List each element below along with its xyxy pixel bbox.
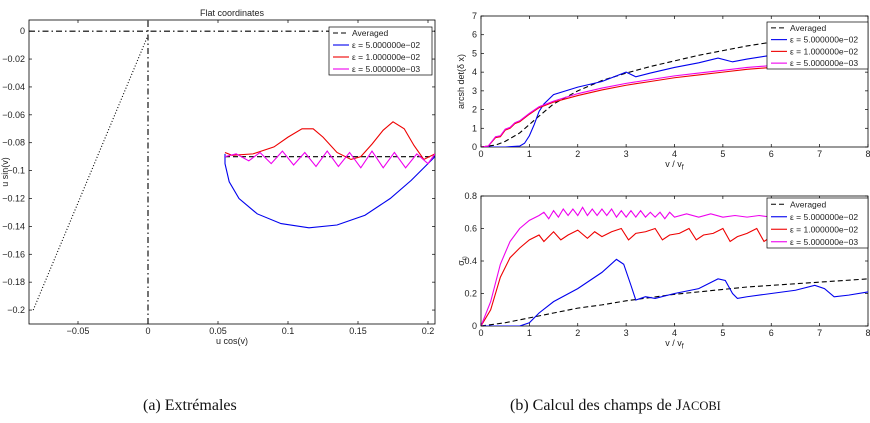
sigma-ylabel: σn <box>456 256 469 266</box>
sigma-xtick-label: 1 <box>527 328 532 338</box>
arcsh-xlabel: v / vf <box>665 159 684 172</box>
arcsh-xtick-label: 3 <box>624 149 629 159</box>
sigma-xtick-label: 2 <box>575 328 580 338</box>
caption-b-prefix: (b) Calcul des champs de J <box>510 397 682 414</box>
sigma-xtick-label: 4 <box>672 328 677 338</box>
sigma-ytick-label: 0.6 <box>464 224 477 234</box>
sigma-ytick-label: 0 <box>472 321 477 331</box>
extremales-ytick-label: 0 <box>20 26 25 36</box>
chart-sigma: 0 1 2 3 4 5 6 7 8 0 0.2 0.4 0.6 0.8 v / vf σn Averaged ε … <box>456 191 870 351</box>
extremales-xtick-label: 0.1 <box>282 326 295 336</box>
arcsh-ytick-label: 4 <box>472 67 477 77</box>
sigma-legend-label: Averaged <box>790 199 827 209</box>
arcsh-xtick-label: 0 <box>478 149 483 159</box>
arcsh-legend: Averaged ε = 5.000000e−02ε = 1.000000e−02… <box>766 21 869 70</box>
extremales-ytick-label: −0.1 <box>7 166 25 176</box>
extremales-series-1 <box>224 153 435 229</box>
extremales-xtick-label: 0.15 <box>349 326 367 336</box>
arcsh-legend-label: ε = 1.000000e−02 <box>790 46 858 56</box>
arcsh-ytick-label: 1 <box>472 123 477 133</box>
arcsh-xtick-label: 8 <box>865 149 870 159</box>
sigma-legend-label: ε = 1.000000e−02 <box>790 224 858 234</box>
arcsh-xtick-label: 1 <box>527 149 532 159</box>
extremales-ytick-label: −0.2 <box>7 305 25 315</box>
extremales-ytick-label: −0.16 <box>2 249 25 259</box>
extremales-ytick-label: −0.18 <box>2 277 25 287</box>
sigma-series-1 <box>481 258 868 326</box>
extremales-legend-label: Averaged <box>352 28 389 38</box>
arcsh-legend-label: ε = 5.000000e−02 <box>790 35 858 45</box>
extremales-series-3 <box>224 150 435 169</box>
sigma-legend: Averaged ε = 5.000000e−02 ε = 1.000000e−02… <box>766 197 869 249</box>
sigma-ytick-label: 0.4 <box>464 256 477 266</box>
arcsh-xtick-label: 6 <box>769 149 774 159</box>
extremales-series-2 <box>224 121 435 161</box>
sigma-xtick-label: 6 <box>769 328 774 338</box>
extremales-title: Flat coordinates <box>200 8 265 18</box>
arcsh-ytick-label: 0 <box>472 142 477 152</box>
sigma-ytick-label: 0.8 <box>464 191 477 201</box>
extremales-ytick-label: −0.02 <box>2 54 25 64</box>
arcsh-series-0 <box>481 29 868 147</box>
arcsh-ytick-label: 6 <box>472 30 477 40</box>
arcsh-ylabel: arcsh det(δ x) <box>456 54 466 109</box>
extremales-legend-label: ε = 5.000000e−03 <box>352 64 420 74</box>
arcsh-xtick-label: 7 <box>817 149 822 159</box>
sigma-xlabel: v / vf <box>665 338 684 351</box>
arcsh-xtick-label: 4 <box>672 149 677 159</box>
arcsh-xtick-label: 5 <box>720 149 725 159</box>
caption-b: (b) Calcul des champs de JACOBI <box>510 397 721 414</box>
extremales-xtick-label: 0.05 <box>209 326 227 336</box>
arcsh-ytick-label: 3 <box>472 86 477 96</box>
sigma-xtick-label: 0 <box>478 328 483 338</box>
chart-extremales: −0.05 0 0.05 0.1 0.15 0.2 0 −0.02 −0.04 −0.06 −0.0… <box>0 8 436 346</box>
extremales-ytick-label: −0.08 <box>2 138 25 148</box>
arcsh-xtick-label: 2 <box>575 149 580 159</box>
sigma-ytick-label: 0.2 <box>464 289 477 299</box>
arcsh-legend-label: Averaged <box>790 23 827 33</box>
arcsh-legend-box <box>766 21 869 70</box>
sigma-legend-box <box>766 197 869 249</box>
extremales-ytick-label: −0.06 <box>2 110 25 120</box>
extremales-legend: Averaged ε = 5.000000e−02 ε = 1.000000e−02… <box>328 26 433 76</box>
sigma-series-0 <box>481 278 868 326</box>
sigma-xtick-label: 7 <box>817 328 822 338</box>
extremales-xlabel: u cos(v) <box>216 336 248 346</box>
arcsh-ytick-label: 2 <box>472 105 477 115</box>
sigma-xtick-label: 3 <box>624 328 629 338</box>
sigma-xtick-label: 8 <box>865 328 870 338</box>
extremales-legend-label: ε = 1.000000e−02 <box>352 52 420 62</box>
sigma-legend-label: ε = 5.000000e−02 <box>790 212 858 222</box>
arcsh-ytick-label: 5 <box>472 48 477 58</box>
sigma-legend-label: ε = 5.000000e−03 <box>790 237 858 247</box>
chart-arcsh: 0 1 2 3 4 5 6 7 8 0 1 2 3 4 5 6 7 v / vf arcsh det(δ x) Ave… <box>456 11 870 172</box>
caption-b-smallcaps: ACOBI <box>682 399 721 413</box>
extremales-legend-box <box>328 26 433 76</box>
extremales-ytick-label: −0.04 <box>2 82 25 92</box>
extremales-xtick-label: −0.05 <box>67 326 90 336</box>
arcsh-legend-label: ε = 5.000000e−03 <box>790 58 858 68</box>
caption-a: (a) Extrémales <box>143 397 237 414</box>
extremales-ytick-label: −0.12 <box>2 193 25 203</box>
extremales-ylabel: u sin(v) <box>0 157 10 187</box>
arcsh-ytick-label: 7 <box>472 11 477 21</box>
extremales-ytick-label: −0.14 <box>2 221 25 231</box>
extremales-legend-label: ε = 5.000000e−02 <box>352 40 420 50</box>
sigma-xtick-label: 5 <box>720 328 725 338</box>
extremales-xtick-label: 0.2 <box>422 326 435 336</box>
extremales-xtick-label: 0 <box>145 326 150 336</box>
